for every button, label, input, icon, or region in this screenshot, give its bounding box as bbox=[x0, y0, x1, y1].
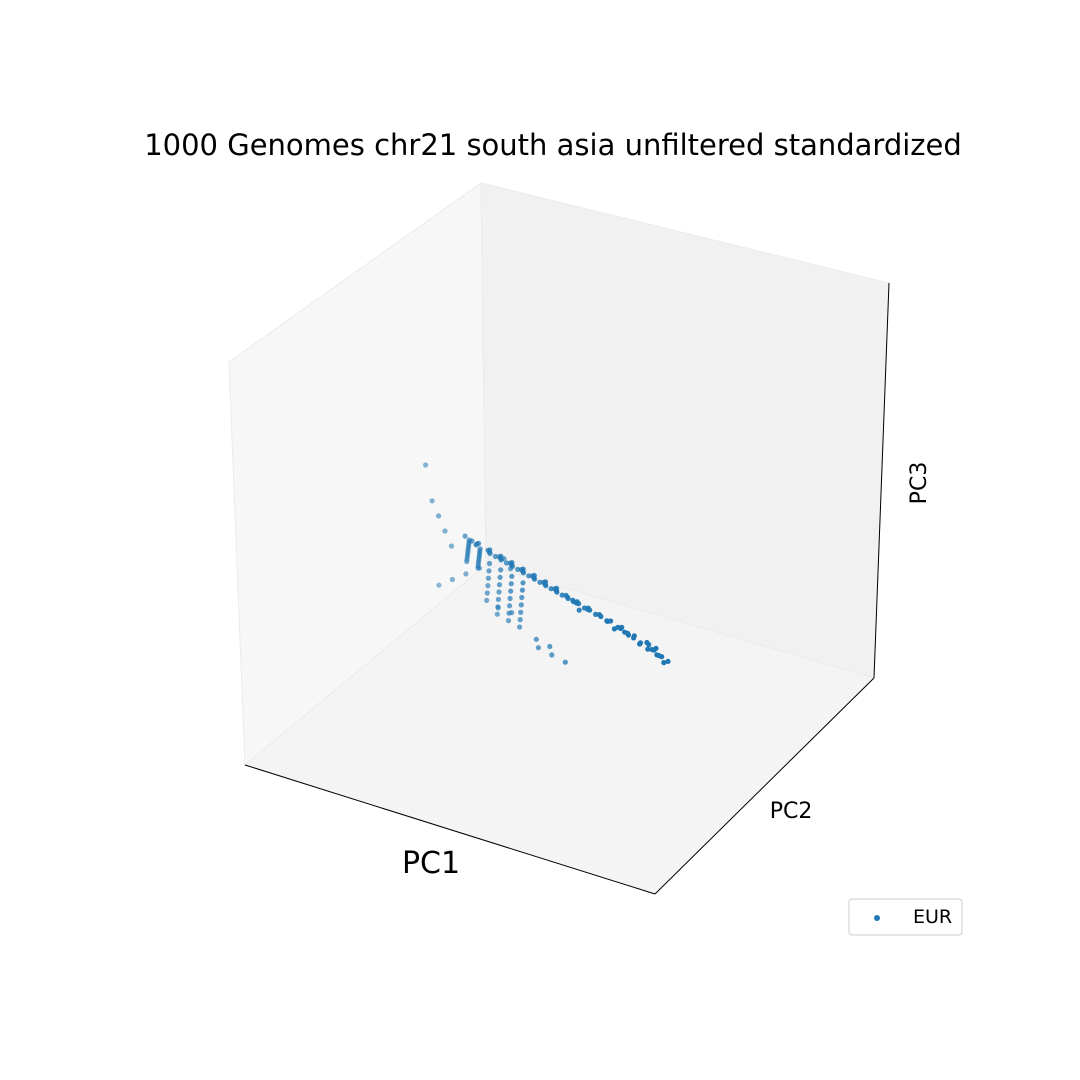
scatter-point bbox=[653, 645, 659, 651]
scatter-point bbox=[486, 568, 492, 574]
scatter-point bbox=[495, 604, 501, 610]
scatter-point bbox=[485, 583, 491, 589]
scatter-point bbox=[503, 560, 510, 566]
scatter-point bbox=[637, 641, 643, 647]
scatter-point bbox=[507, 603, 513, 609]
scatter-point bbox=[476, 540, 482, 547]
scatter-point bbox=[661, 660, 667, 666]
z-axis-line bbox=[873, 282, 890, 679]
scatter-point bbox=[469, 538, 475, 544]
scatter-point bbox=[495, 596, 501, 603]
scatter-point bbox=[659, 654, 665, 660]
scatter-point bbox=[448, 543, 455, 549]
scatter-point bbox=[492, 553, 498, 560]
scatter-point bbox=[520, 566, 526, 572]
scatter-point bbox=[436, 513, 442, 519]
scatter-point bbox=[463, 571, 469, 577]
scatter-point bbox=[646, 642, 652, 648]
scatter-point bbox=[517, 617, 523, 623]
scatter-point bbox=[605, 618, 611, 625]
y-axis-label: PC2 bbox=[770, 799, 813, 824]
scatter-point bbox=[559, 592, 565, 598]
scatter-point bbox=[531, 572, 537, 579]
scatter-point bbox=[497, 574, 503, 580]
chart-title: 1000 Genomes chr21 south asia unfiltered… bbox=[144, 128, 962, 162]
scatter-point bbox=[526, 573, 532, 579]
scatter-point bbox=[423, 462, 429, 468]
scatter-point bbox=[562, 659, 568, 665]
scatter-point bbox=[570, 597, 576, 603]
scatter-point bbox=[518, 602, 524, 608]
scatter-point bbox=[573, 600, 580, 606]
scatter-point bbox=[611, 626, 618, 632]
x-axis-label: PC1 bbox=[402, 846, 460, 881]
scatter-point bbox=[486, 560, 493, 567]
scatter-point bbox=[436, 582, 442, 588]
scatter-point bbox=[508, 581, 514, 587]
scatter-point bbox=[449, 576, 455, 583]
scatter-point bbox=[618, 625, 624, 632]
scatter-point bbox=[537, 579, 543, 585]
scatter-point bbox=[598, 613, 604, 620]
scatter-point bbox=[548, 586, 554, 592]
scatter-point bbox=[505, 618, 512, 624]
scatter-point bbox=[576, 607, 582, 613]
scatter-point bbox=[520, 580, 526, 586]
scatter-points bbox=[423, 462, 671, 666]
scatter-point bbox=[507, 595, 513, 602]
scatter-point bbox=[477, 546, 483, 552]
scatter-point bbox=[485, 575, 491, 581]
scatter-point bbox=[593, 611, 599, 618]
scatter-point bbox=[631, 633, 637, 639]
scatter-point bbox=[509, 560, 515, 566]
scatter-point bbox=[487, 547, 493, 553]
scatter-point bbox=[517, 624, 523, 630]
scatter-point bbox=[564, 594, 571, 600]
scatter-point bbox=[484, 590, 490, 596]
scatter-point bbox=[645, 646, 651, 652]
scatter-point bbox=[665, 658, 671, 665]
scatter-point bbox=[542, 579, 549, 585]
scatter-point bbox=[518, 609, 524, 615]
scatter-point bbox=[533, 636, 539, 642]
scatter-point bbox=[498, 567, 504, 573]
scatter-point bbox=[506, 610, 512, 616]
scatter-point bbox=[585, 606, 591, 613]
scatter-point bbox=[547, 643, 553, 650]
scatter-point bbox=[519, 594, 525, 601]
scatter-point bbox=[496, 582, 503, 588]
scatter-point bbox=[442, 528, 448, 534]
scatter-point bbox=[429, 498, 435, 504]
z-axis-label: PC3 bbox=[907, 462, 932, 505]
scatter-point bbox=[625, 630, 631, 637]
scatter-point bbox=[462, 533, 468, 539]
scatter-point bbox=[519, 587, 526, 593]
scatter-point bbox=[508, 588, 514, 594]
y-axis-line bbox=[654, 677, 875, 895]
scatter-point bbox=[484, 597, 490, 604]
legend: EUR bbox=[848, 898, 963, 936]
scatter-point bbox=[494, 611, 500, 617]
scatter-point bbox=[515, 566, 521, 573]
scatter-point bbox=[509, 573, 515, 579]
legend-frame bbox=[848, 898, 963, 936]
scatter-point bbox=[498, 553, 504, 559]
scatter-point bbox=[649, 646, 655, 653]
scatter-point bbox=[496, 589, 502, 595]
legend-marker bbox=[874, 915, 880, 921]
scatter-point bbox=[535, 645, 542, 651]
scatter-point bbox=[554, 585, 560, 592]
scatter-point bbox=[549, 652, 555, 658]
x-axis-line bbox=[244, 764, 656, 895]
legend-label: EUR bbox=[913, 906, 952, 928]
